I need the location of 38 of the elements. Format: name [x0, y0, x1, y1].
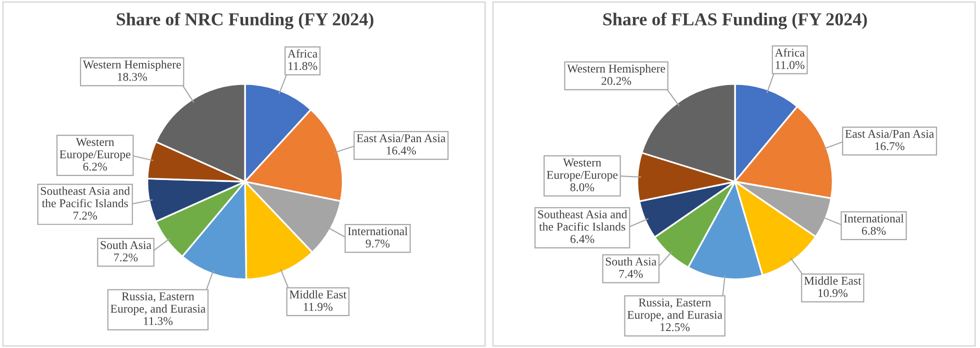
slice-label: East Asia/Pan Asia: [845, 130, 934, 138]
slice-label: Middle East: [804, 276, 862, 285]
chart-title: Share of FLAS Funding (FY 2024): [603, 12, 867, 30]
data-label: 11.9%: [304, 302, 332, 311]
data-label: 9.7%: [366, 240, 390, 248]
data-label: 6.4%: [570, 235, 594, 244]
data-label: 12.5%: [660, 323, 690, 332]
slice-label: Africa: [774, 48, 805, 57]
data-label: 7.2%: [114, 253, 138, 262]
data-label: 7.4%: [619, 270, 643, 278]
slice-label: East Asia/Pan Asia: [356, 134, 446, 142]
chart-title: Share of NRC Funding (FY 2024): [116, 12, 374, 30]
slice-label: Western Europe/Europe: [546, 158, 618, 182]
data-label: 8.0%: [570, 183, 594, 192]
data-label: 6.2%: [83, 162, 107, 171]
slice-label: Africa: [288, 49, 318, 58]
data-label: 16.4%: [386, 146, 416, 155]
data-label: 16.7%: [875, 142, 904, 150]
data-label: 20.2%: [602, 76, 632, 85]
data-label: 10.9%: [818, 289, 848, 298]
slice-label: Western Hemisphere: [567, 64, 666, 75]
data-label: 6.8%: [862, 226, 886, 235]
data-label: 7.2%: [74, 212, 97, 220]
slice-label: International: [844, 214, 904, 222]
slice-label: Southeast Asia and the Pacific Islands: [538, 210, 628, 231]
data-label: 11.3%: [144, 317, 173, 326]
slice-label: International: [348, 226, 408, 236]
slice-label: South Asia: [100, 240, 152, 250]
slice-label: Western Hemisphere: [82, 60, 181, 71]
slice-label: Middle East: [290, 290, 346, 298]
data-label: 11.8%: [288, 62, 318, 70]
slice-label: Southeast Asia and the Pacific Islands: [40, 186, 130, 208]
data-label: 11.0%: [776, 61, 804, 70]
slice-label: Russia, Eastern Europe, and Eurasia: [110, 292, 206, 316]
data-label: 18.3%: [118, 72, 147, 81]
slice-label: South Asia: [606, 257, 656, 266]
slice-label: Russia, Eastern Europe, and Eurasia: [627, 298, 722, 322]
slice-label: Western Europe/Europe: [60, 138, 130, 161]
